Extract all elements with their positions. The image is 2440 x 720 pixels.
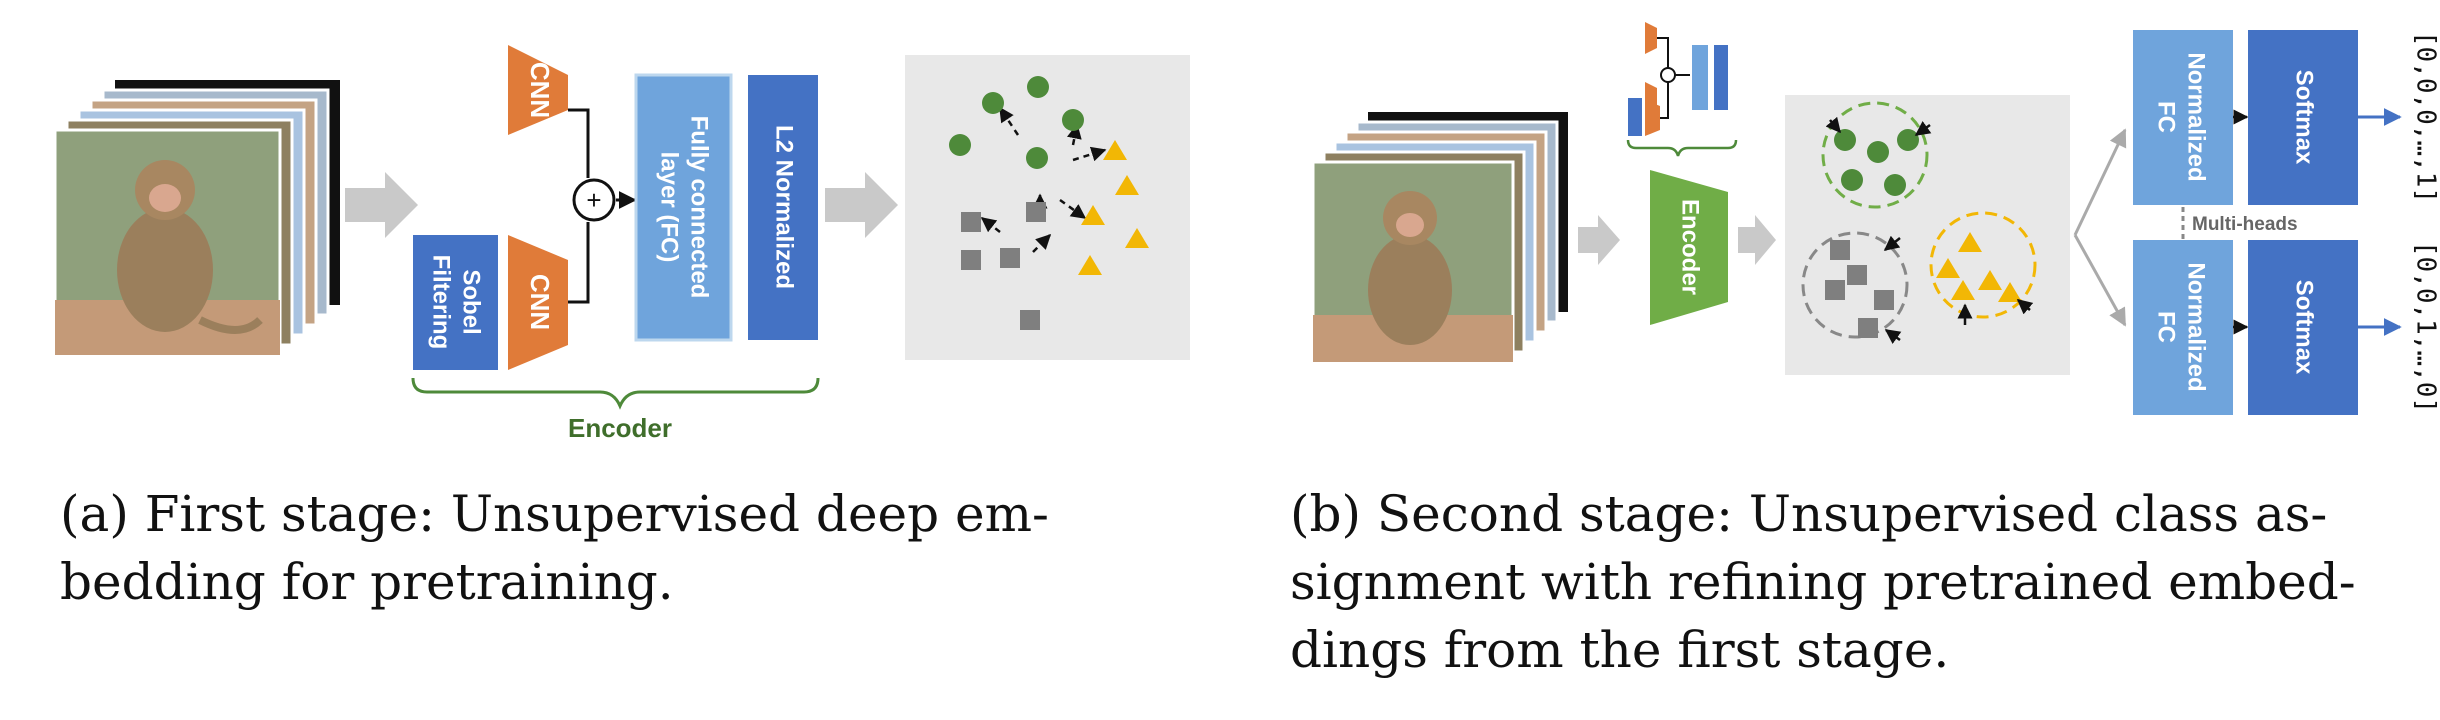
svg-text:Normalized: Normalized (2183, 262, 2210, 391)
flow-arrow-b1 (1578, 215, 1620, 265)
svg-text:CNN: CNN (525, 274, 555, 330)
flow-arrow-a2 (825, 172, 898, 238)
svg-text:Sobel: Sobel (458, 269, 485, 334)
svg-text:FC: FC (2153, 311, 2180, 343)
dashed-arrows-a (980, 106, 1107, 253)
multi-heads-label: Multi-heads (2181, 207, 2298, 240)
branch-arrows (2073, 128, 2127, 327)
head-top: Normalized FC Softmax [0,0,0,…,1] (2133, 30, 2440, 205)
svg-text:Softmax: Softmax (2291, 280, 2318, 375)
cluster-panel-b (1785, 95, 2070, 375)
svg-text:CNN: CNN (525, 62, 555, 118)
panel-a: CNN Sobel Filtering CNN + Fully connecte… (53, 45, 1190, 443)
caption-a: (a) First stage: Unsupervised deep em- b… (60, 480, 1049, 616)
caption-b: (b) Second stage: Unsupervised class as-… (1290, 480, 2356, 684)
green-dots-b (1834, 129, 1919, 196)
svg-text:[0,0,0,…,1]: [0,0,0,…,1] (2411, 31, 2440, 203)
green-dots-a (949, 76, 1084, 169)
yellow-triangles-b (1936, 232, 2022, 302)
svg-text:Filtering: Filtering (428, 255, 455, 350)
caption-a-line-2: bedding for pretraining. (60, 553, 674, 611)
head-bottom: Normalized FC Softmax [0,0,1,…,0] (2133, 240, 2440, 415)
yellow-triangles-a (1078, 140, 1149, 275)
l2-normalized-box: L2 Normalized (748, 75, 818, 340)
svg-text:+: + (586, 185, 601, 215)
svg-text:FC: FC (2153, 101, 2180, 133)
svg-text:Normalized: Normalized (2183, 52, 2210, 181)
svg-text:Softmax: Softmax (2291, 70, 2318, 165)
caption-b-line-1: (b) Second stage: Unsupervised class as- (1290, 485, 2328, 543)
svg-text:Encoder: Encoder (568, 413, 672, 443)
svg-text:L2 Normalized: L2 Normalized (771, 125, 798, 289)
svg-text:Fully connected: Fully connected (686, 116, 713, 299)
flow-arrow-b2 (1738, 215, 1776, 265)
cnn-bottom: CNN (508, 235, 568, 370)
caption-a-line-1: (a) First stage: Unsupervised deep em- (60, 485, 1049, 543)
encoder-block-b: Encoder (1650, 170, 1728, 325)
monkey-photo-b (1311, 160, 1515, 364)
plus-node: + (572, 178, 616, 222)
caption-b-line-2: signment with refining pretrained embed- (1290, 553, 2356, 611)
svg-text:Encoder: Encoder (1677, 199, 1704, 295)
svg-text:layer (FC): layer (FC) (656, 152, 683, 263)
flow-arrow-a1 (345, 172, 418, 238)
gray-squares-b (1825, 240, 1894, 338)
connectors-a (568, 108, 637, 304)
fc-layer-box: Fully connected layer (FC) (634, 73, 733, 342)
image-stack-a (53, 80, 340, 357)
embedding-panel-a (905, 55, 1190, 360)
image-stack-b (1311, 112, 1568, 364)
svg-text:[0,0,1,…,0]: [0,0,1,…,0] (2411, 241, 2440, 413)
solid-arrows-b (1825, 116, 2034, 344)
mini-encoder-icon (1626, 22, 1738, 157)
caption-b-line-3: dings from the first stage. (1290, 621, 1950, 679)
sobel-filter-box: Sobel Filtering (413, 235, 498, 370)
gray-squares-a (961, 202, 1046, 330)
monkey-photo (53, 128, 282, 357)
svg-text:Multi-heads: Multi-heads (2192, 214, 2298, 235)
encoder-brace-a: Encoder (411, 377, 820, 443)
cnn-top: CNN (508, 45, 568, 135)
panel-b: Encoder (1311, 22, 2440, 415)
